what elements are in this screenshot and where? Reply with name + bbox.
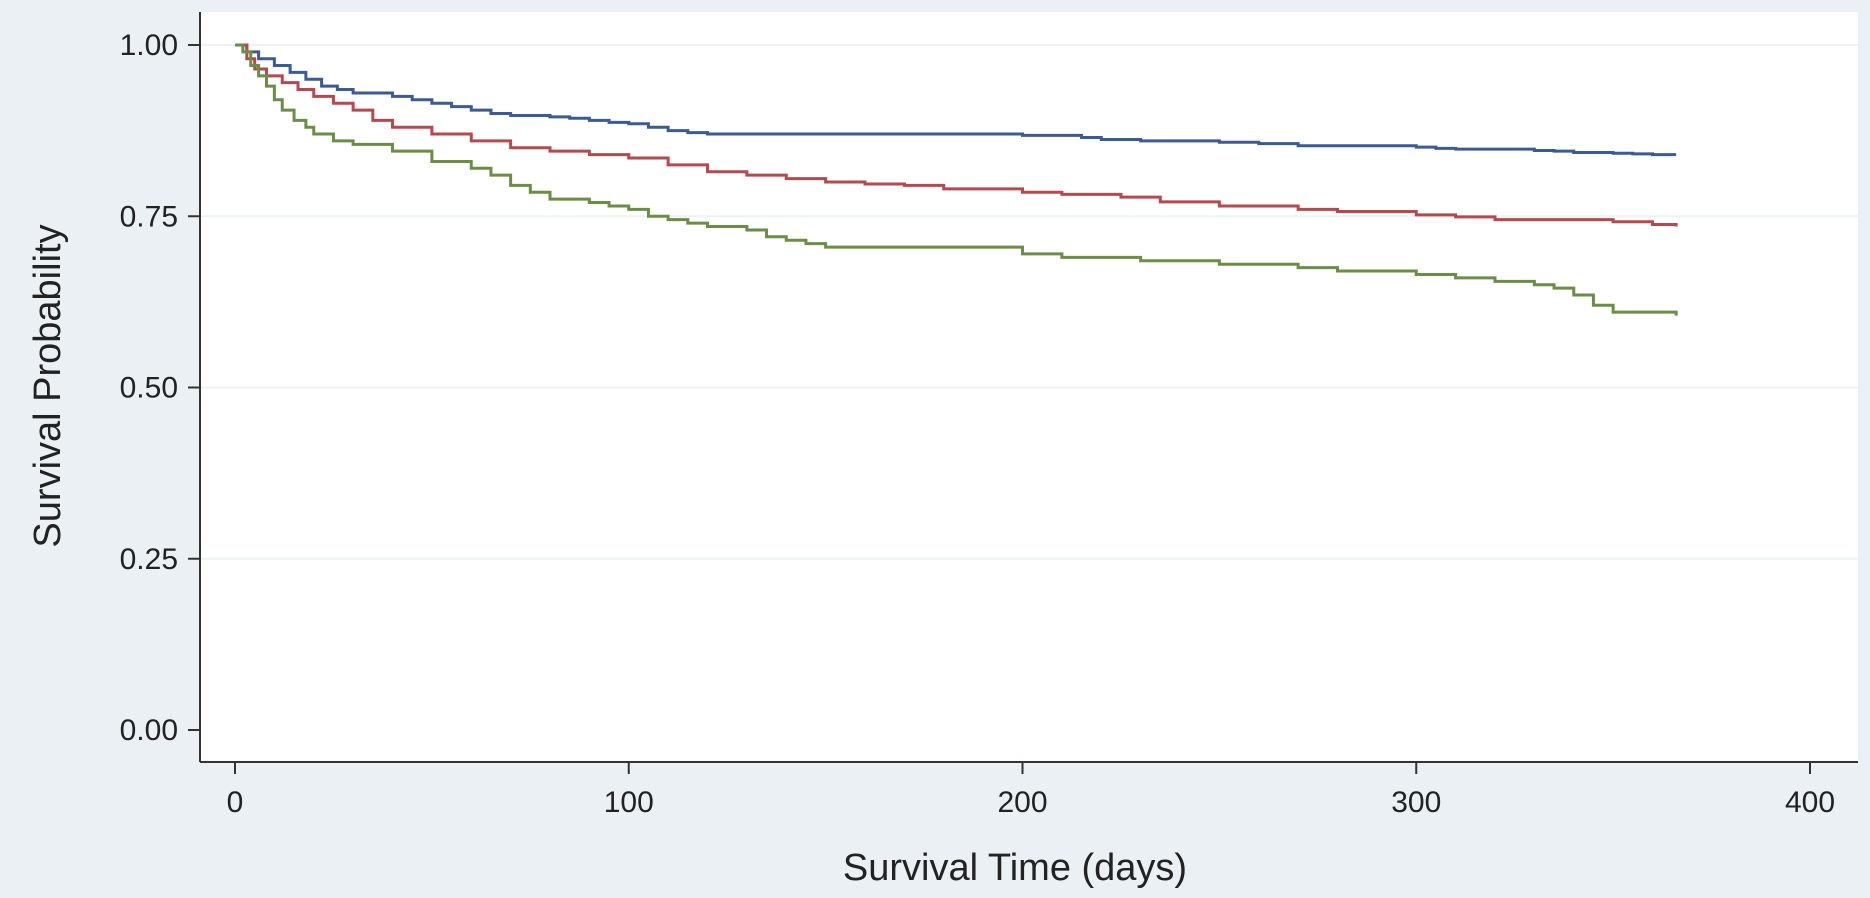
- series-line-2: [235, 43, 1678, 227]
- series-group: [235, 43, 1678, 316]
- y-tick-label: 0.00: [120, 714, 178, 747]
- x-axis-title: Survival Time (days): [843, 847, 1187, 889]
- series-line-3: [235, 43, 1678, 316]
- x-tick-label: 400: [1785, 786, 1835, 819]
- grid-lines: [200, 44, 1858, 560]
- x-ticks: 0 100 200 300 400: [227, 762, 1835, 819]
- x-tick-label: 200: [997, 786, 1047, 819]
- y-tick-label: 0.25: [120, 543, 178, 576]
- y-tick-label: 1.00: [120, 29, 178, 62]
- x-tick-label: 300: [1391, 786, 1441, 819]
- y-tick-label: 0.50: [120, 372, 178, 405]
- y-tick-label: 0.75: [120, 200, 178, 233]
- series-line-1: [235, 43, 1677, 157]
- y-ticks: 0.00 0.25 0.50 0.75 1.00: [120, 29, 200, 747]
- x-tick-label: 0: [227, 786, 244, 819]
- x-tick-label: 100: [604, 786, 654, 819]
- y-axis-title: Survival Probability: [27, 224, 69, 547]
